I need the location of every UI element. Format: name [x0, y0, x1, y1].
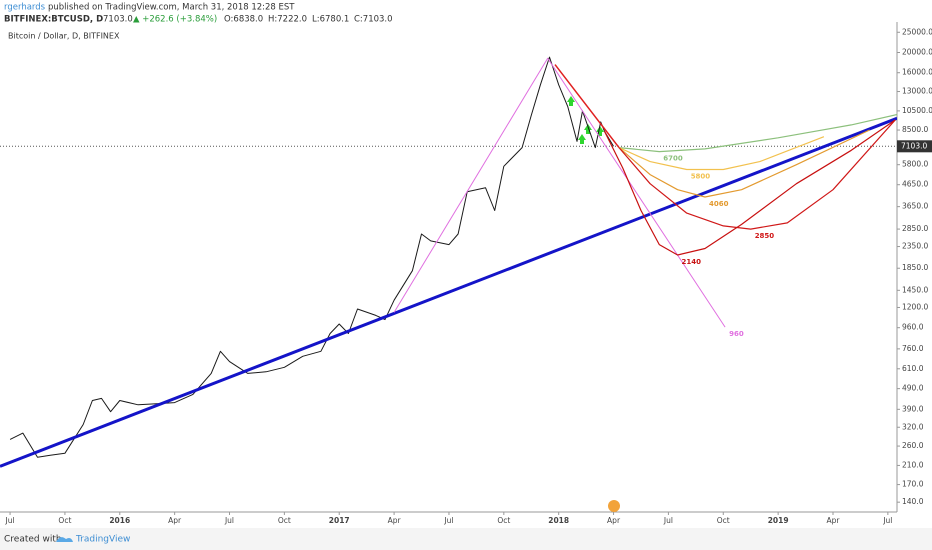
published: published on TradingView.com, March 31, …: [48, 3, 295, 13]
x-tick-label: Jul: [224, 516, 234, 525]
y-tick-label: 10500.0: [902, 106, 932, 115]
y-tick-label: 13000.0: [902, 87, 932, 96]
logo: [56, 537, 73, 542]
curve-label: 2850: [755, 232, 775, 240]
series-line: [603, 119, 896, 256]
x-tick-label: 2019: [768, 516, 789, 525]
y-tick-label: 490.0: [902, 384, 924, 393]
y-tick-label: 5800.0: [902, 160, 928, 169]
x-tick-label: Jul: [663, 516, 673, 525]
x-tick-label: Jul: [5, 516, 15, 525]
y-tick-label: 8500.0: [902, 125, 928, 134]
series-line: [554, 64, 620, 149]
curve-label: 6700: [663, 155, 683, 163]
x-tick-label: Jul: [882, 516, 892, 525]
y-tick-label: 2850.0: [902, 224, 928, 233]
open: O:6838.0: [224, 15, 263, 25]
change: ▲ +262.6 (+3.84%): [133, 15, 217, 25]
arrow-icon: [578, 134, 586, 144]
last-price-box: [897, 140, 932, 153]
low: L:6780.1: [312, 15, 349, 25]
x-tick-label: 2018: [548, 516, 569, 525]
y-tick-label: 4650.0: [902, 180, 928, 189]
y-tick-label: 320.0: [902, 422, 924, 431]
symbol: BITFINEX:BTCUSD, D: [4, 15, 103, 25]
author[interactable]: rgerhards: [4, 3, 46, 13]
footer-created: Created with: [4, 535, 62, 545]
x-tick-label: Oct: [58, 516, 71, 525]
series-line: [618, 129, 870, 198]
x-tick-label: 2017: [329, 516, 350, 525]
y-tick-label: 390.0: [902, 404, 924, 413]
curve-label: 5800: [691, 172, 711, 180]
high: H:7222.0: [268, 15, 307, 25]
series-line: [0, 116, 897, 468]
last: 7103.0: [103, 15, 133, 25]
y-tick-label: 610.0: [902, 364, 924, 373]
chart-title: Bitcoin / Dollar, D, BITFINEX: [8, 32, 120, 41]
y-tick-label: 960.0: [902, 323, 924, 332]
curve-label: 960: [729, 330, 744, 338]
y-tick-label: 210.0: [902, 460, 924, 469]
y-tick-label: 760.0: [902, 344, 924, 353]
y-tick-label: 3650.0: [902, 202, 928, 211]
x-tick-label: Oct: [497, 516, 510, 525]
y-tick-label: 140.0: [902, 497, 924, 506]
y-tick-label: 170.0: [902, 480, 924, 489]
x-tick-label: Jul: [443, 516, 453, 525]
y-tick-label: 1850.0: [902, 263, 928, 272]
y-tick-label: 20000.0: [902, 47, 932, 56]
footer-brand[interactable]: TradingView: [75, 535, 130, 545]
curve-label: 2140: [682, 258, 702, 266]
footer-bar: [0, 528, 932, 550]
arrow-icon: [567, 96, 575, 106]
x-tick-label: Oct: [278, 516, 291, 525]
series-line: [618, 136, 825, 171]
y-tick-label: 2350.0: [902, 242, 928, 251]
series-line: [9, 56, 614, 458]
close: C:7103.0: [354, 15, 393, 25]
x-tick-label: Apr: [607, 516, 621, 525]
y-tick-label: 260.0: [902, 441, 924, 450]
series-line: [393, 57, 726, 328]
x-tick-label: Apr: [388, 516, 402, 525]
y-tick-label: 16000.0: [902, 68, 932, 77]
last-price-label: 7103.0: [901, 141, 927, 150]
plot-area: [0, 56, 897, 468]
x-tick-label: Oct: [717, 516, 730, 525]
y-tick-label: 1450.0: [902, 285, 928, 294]
y-tick-label: 1200.0: [902, 302, 928, 311]
series-line: [618, 113, 897, 153]
event-icon[interactable]: [608, 500, 620, 512]
x-tick-label: Apr: [827, 516, 841, 525]
curve-label: 4060: [709, 200, 729, 208]
y-tick-label: 25000.0: [902, 27, 932, 36]
x-tick-label: Apr: [168, 516, 182, 525]
x-tick-label: 2016: [109, 516, 130, 525]
